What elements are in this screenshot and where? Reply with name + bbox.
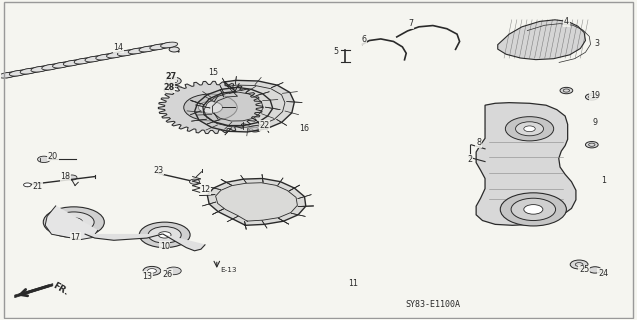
Circle shape bbox=[54, 212, 94, 232]
Circle shape bbox=[169, 47, 179, 52]
Circle shape bbox=[524, 204, 543, 214]
Circle shape bbox=[169, 87, 178, 92]
Text: E-13: E-13 bbox=[220, 267, 236, 273]
Ellipse shape bbox=[117, 50, 134, 56]
Polygon shape bbox=[159, 81, 262, 133]
Circle shape bbox=[585, 141, 598, 148]
Circle shape bbox=[67, 175, 77, 180]
Circle shape bbox=[585, 94, 598, 100]
Circle shape bbox=[511, 198, 555, 220]
Text: 24: 24 bbox=[598, 268, 608, 278]
Circle shape bbox=[140, 222, 190, 248]
Text: 27: 27 bbox=[166, 72, 176, 81]
Circle shape bbox=[148, 269, 157, 273]
Text: 2: 2 bbox=[467, 155, 473, 164]
Circle shape bbox=[183, 94, 237, 121]
Text: 22: 22 bbox=[259, 121, 269, 130]
Text: 23: 23 bbox=[154, 166, 163, 175]
Text: 19: 19 bbox=[590, 91, 600, 100]
Circle shape bbox=[570, 260, 588, 269]
Polygon shape bbox=[497, 20, 585, 60]
Ellipse shape bbox=[10, 70, 26, 76]
Text: 9: 9 bbox=[592, 118, 598, 127]
Ellipse shape bbox=[63, 60, 80, 66]
Text: 7: 7 bbox=[408, 19, 413, 28]
Circle shape bbox=[524, 126, 535, 132]
Ellipse shape bbox=[128, 48, 145, 54]
Ellipse shape bbox=[96, 54, 113, 60]
Circle shape bbox=[65, 218, 83, 227]
Text: 11: 11 bbox=[348, 279, 359, 288]
Text: 15: 15 bbox=[208, 68, 218, 77]
Circle shape bbox=[166, 77, 181, 85]
Polygon shape bbox=[45, 205, 98, 240]
Text: 5: 5 bbox=[334, 46, 339, 56]
Ellipse shape bbox=[0, 72, 15, 78]
Text: 4: 4 bbox=[564, 17, 569, 26]
Text: 14: 14 bbox=[113, 43, 124, 52]
Text: 20: 20 bbox=[48, 152, 58, 161]
Ellipse shape bbox=[42, 64, 59, 70]
Ellipse shape bbox=[74, 58, 91, 64]
Text: 13: 13 bbox=[142, 272, 152, 281]
Ellipse shape bbox=[150, 44, 167, 50]
Polygon shape bbox=[85, 234, 163, 240]
Circle shape bbox=[24, 183, 31, 187]
Polygon shape bbox=[163, 234, 205, 251]
Circle shape bbox=[589, 267, 601, 273]
Circle shape bbox=[189, 179, 199, 184]
Text: 25: 25 bbox=[579, 265, 589, 275]
Circle shape bbox=[38, 156, 50, 163]
Circle shape bbox=[166, 267, 181, 275]
Polygon shape bbox=[194, 80, 294, 132]
Text: 8: 8 bbox=[476, 138, 481, 147]
Text: 28: 28 bbox=[164, 83, 175, 92]
Ellipse shape bbox=[52, 62, 69, 68]
Text: SY83-E1100A: SY83-E1100A bbox=[405, 300, 461, 309]
Ellipse shape bbox=[20, 68, 37, 74]
Circle shape bbox=[43, 207, 104, 237]
Text: 6: 6 bbox=[362, 35, 367, 44]
Text: 17: 17 bbox=[71, 233, 81, 242]
Circle shape bbox=[248, 125, 261, 132]
Circle shape bbox=[164, 85, 183, 95]
Circle shape bbox=[515, 122, 543, 136]
Circle shape bbox=[148, 227, 181, 243]
Text: 26: 26 bbox=[162, 269, 172, 279]
Circle shape bbox=[500, 193, 566, 226]
Circle shape bbox=[199, 101, 222, 114]
Text: 21: 21 bbox=[32, 182, 43, 191]
Circle shape bbox=[159, 232, 171, 238]
Circle shape bbox=[505, 117, 554, 141]
Ellipse shape bbox=[31, 66, 48, 72]
Ellipse shape bbox=[139, 46, 156, 52]
Ellipse shape bbox=[106, 52, 124, 58]
Circle shape bbox=[560, 87, 573, 94]
Ellipse shape bbox=[161, 42, 178, 48]
Text: 18: 18 bbox=[61, 172, 71, 181]
Circle shape bbox=[143, 267, 161, 275]
Polygon shape bbox=[207, 179, 306, 225]
Text: 1: 1 bbox=[601, 176, 606, 185]
Text: 10: 10 bbox=[160, 242, 169, 251]
Text: 12: 12 bbox=[200, 185, 210, 194]
Text: FR.: FR. bbox=[52, 281, 70, 297]
Text: 3: 3 bbox=[594, 39, 599, 48]
Ellipse shape bbox=[85, 56, 102, 62]
Text: 16: 16 bbox=[299, 124, 310, 133]
Polygon shape bbox=[476, 103, 576, 225]
Polygon shape bbox=[15, 284, 53, 298]
